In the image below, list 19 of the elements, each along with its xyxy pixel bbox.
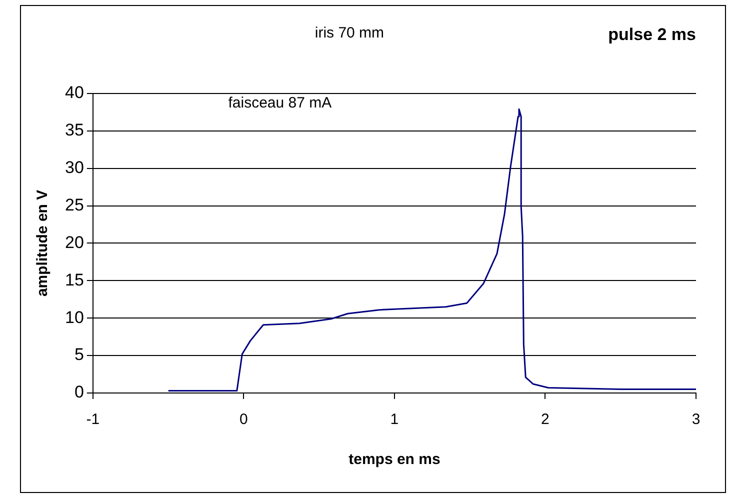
annotation: faisceau 87 mA (228, 94, 332, 112)
y-tick-label: 20 (64, 232, 84, 252)
y-tick-label: 10 (64, 308, 84, 327)
x-tick-label: 1 (390, 411, 399, 428)
y-tick-label: 25 (64, 195, 84, 214)
x-axis-title: temps en ms (348, 451, 440, 468)
y-tick-label: 35 (64, 120, 84, 140)
y-tick-label: 15 (64, 270, 84, 290)
y-tick-label: 0 (74, 382, 84, 402)
y-tick-label: 40 (64, 83, 84, 102)
text: iris 70 mm (314, 24, 384, 42)
x-tick-label: 2 (541, 411, 550, 428)
y-axis-title: amplitude en V (34, 190, 52, 297)
y-tick-label: 30 (64, 158, 84, 177)
x-tick-label: 0 (240, 411, 248, 428)
y-tick-label: 5 (74, 345, 84, 364)
x-tick-label: -1 (86, 411, 100, 428)
x-tick-label: 3 (692, 411, 700, 428)
chart-title: pulse 2 ms (608, 24, 696, 44)
